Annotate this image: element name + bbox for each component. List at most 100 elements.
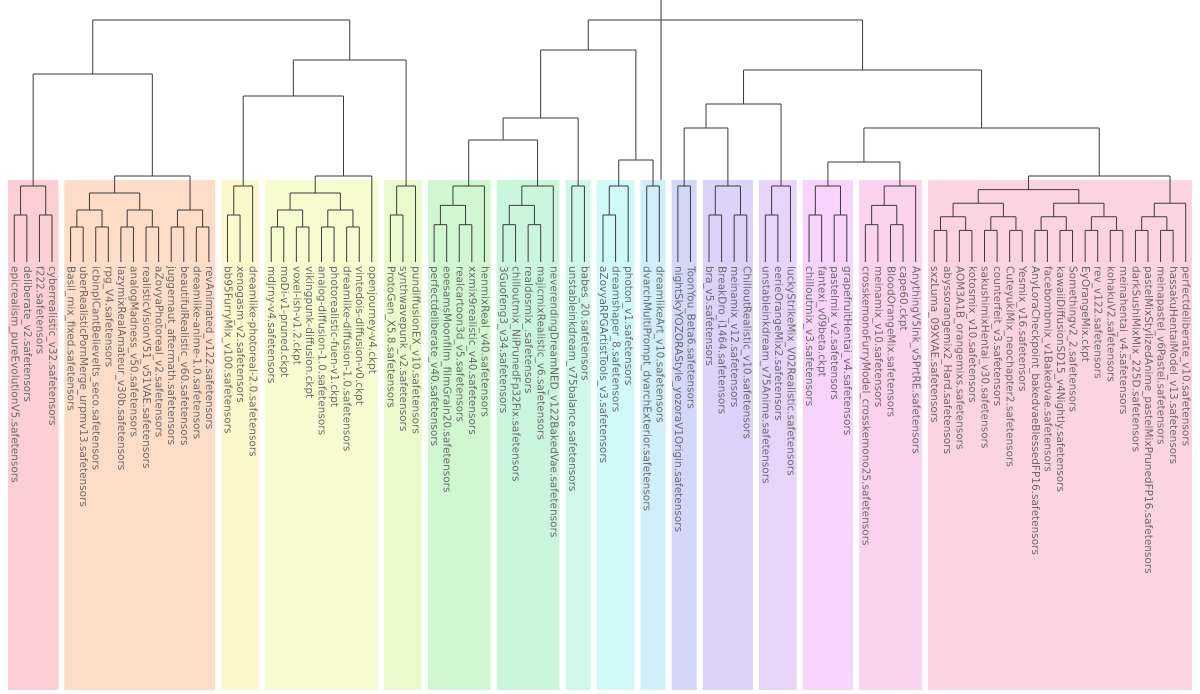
leaf-label: dreamlikeArt_v10.safetensors xyxy=(653,266,665,423)
leaf-label: facebombmix_v1Bakedvae.safetensors xyxy=(1041,266,1053,472)
leaf-label: aZovyaRPGArtistTools_v3.safetensors xyxy=(597,266,609,463)
leaf-label: meinamix_v10.safetensors xyxy=(872,266,884,407)
leaf-label: babes_20.safetensors xyxy=(578,266,590,381)
leaf-label: pastelmix_v2.safetensors xyxy=(828,266,840,400)
leaf-label: counterfeit_v3.safetensors xyxy=(991,266,1003,406)
leaf-label: CuteyukiMix_neochapter2.safetensors xyxy=(1004,266,1016,467)
leaf-label: crosskemonoFurryModel_crosskemono25.safe… xyxy=(859,266,871,545)
leaf-label: xxmix9realistic_v40.safetensors xyxy=(466,266,478,435)
cluster-band xyxy=(496,180,560,690)
leaf-label: luckyStrikeMix_V02Realistic.safetensors xyxy=(784,266,796,476)
leaf-label: BreakDro_i1464.safetensors xyxy=(716,266,728,414)
leaf-label: meinamix_v12.safetensors xyxy=(728,266,740,407)
leaf-label: perfectdeliberate_v10.safetensors xyxy=(1180,266,1192,446)
leaf-label: aZovyaPhotoreal_v2.safetensors xyxy=(153,266,165,437)
leaf-label: abyssorangemix2_Hard.safetensors xyxy=(941,266,953,454)
leaf-label: BloodOrangeMix.safetensors xyxy=(884,266,896,417)
leaf-label: vikingpunk-diffusion.ckpt xyxy=(303,266,315,398)
leaf-label: unstableinkdream_v75Anime.safetensors xyxy=(759,266,771,483)
leaf-label: rev_v122.safetensors xyxy=(1092,266,1104,379)
leaf-label: hassakuHentaiModel_v13.safetensors xyxy=(1167,266,1179,464)
leaf-label: sakushimixHentai_v30.safetensors xyxy=(979,266,991,448)
leaf-label: pastelMixStylizedAnime_pastelMixPrunedFP… xyxy=(1142,266,1154,574)
cluster-band xyxy=(640,180,666,690)
leaf-label: chilloutmix_v3.safetensors xyxy=(803,266,815,406)
cluster-band xyxy=(64,180,216,690)
leaf-label: icbinpICantBelieveIts_seco.safetensors xyxy=(90,266,102,470)
leaf-label: eerieOrangeMix2.safetensors xyxy=(772,266,784,421)
leaf-label: Basil_mix_fixed.safetensors xyxy=(65,266,77,411)
leaf-label: bb95FurryMix_v100.safetensors xyxy=(221,266,233,433)
cluster-band xyxy=(264,180,379,690)
leaf-label: kohakuV2.safetensors xyxy=(1104,266,1116,382)
leaf-label: uberRealisticPornMerge_urpmv13.safetenso… xyxy=(77,266,89,507)
cluster-band xyxy=(384,180,422,690)
leaf-label: lazymixRealAmateur_v30b.safetensors xyxy=(115,266,127,470)
leaf-label: ChilloutRealistic_v10.safetensors xyxy=(741,266,753,439)
leaf-label: kawaiiDiffusionSD15_v4Nightly.safetensor… xyxy=(1054,266,1066,492)
cluster-band xyxy=(221,180,259,690)
cluster-bands xyxy=(8,180,1192,690)
cluster-band xyxy=(759,180,797,690)
leaf-label: juggernaut_aftermath.safetensors xyxy=(165,265,177,445)
leaf-label: 3Guofeng3_v34.safetensors xyxy=(497,266,509,413)
cluster-band xyxy=(702,180,754,690)
leaf-label: darkSushiMixMix_225D.safetensors xyxy=(1129,266,1141,452)
leaf-label: dreamlike-diffusion-1.0.safetensors xyxy=(341,266,353,451)
leaf-label: beautifulRealistic_v60.safetensors xyxy=(178,266,190,445)
leaf-label: f222.safetensors xyxy=(33,266,45,354)
leaf-label: realisticVisionV51_v51VAE.safetensors xyxy=(140,266,152,468)
cluster-band xyxy=(802,180,854,690)
leaf-label: cape60.ckpt xyxy=(897,266,909,331)
leaf-label: perfectdeliberate_v40.safetensors xyxy=(428,266,440,446)
leaf-label: revAnimated_v122.safetensors xyxy=(203,266,215,429)
leaf-label: pundiffusionEX_v10.safetensors xyxy=(410,266,422,434)
leaf-label: chilloutmix_NiPrunedFp32Fix.safetensors xyxy=(510,266,522,481)
leaf-label: analogMadness_v50.safetensors xyxy=(127,266,139,437)
leaf-label: nightSkyYOZORAStyle_yozoraV1Origin.safet… xyxy=(672,266,684,532)
leaf-label: epicrealism_pureEvolutionV5.safetensors xyxy=(8,266,20,483)
cluster-band xyxy=(565,180,591,690)
leaf-label: grapefruitHentai_v4.safetensors xyxy=(841,266,853,435)
leaf-label: openjourney-v4.ckpt xyxy=(366,266,378,374)
leaf-label: photon_v1.safetensors xyxy=(622,266,634,385)
leaf-label: Somethingv2_2.safetensors xyxy=(1067,266,1079,412)
leaf-label: moDi-v1-pruned.ckpt xyxy=(278,266,290,377)
leaf-label: xenogasm_v2.safetensors xyxy=(234,266,246,403)
leaf-label: ToonYou_Beta6.safetensors xyxy=(684,265,696,409)
leaf-label: meinapastel_v6Pastel.safetensors xyxy=(1155,266,1167,444)
leaf-label: EyOrangeMix.ckpt xyxy=(1079,266,1091,362)
leaf-label: ProtoGen_X5.8.safetensors xyxy=(384,266,396,408)
leaf-label: dreamlike-anime-1.0.safetensors xyxy=(190,266,202,439)
leaf-label: AnyLoraCheckpoint_bakedvaeBlessedFP16.sa… xyxy=(1029,266,1041,555)
leaf-label: unstableinkdream_v75balance.safetensors xyxy=(566,266,578,491)
leaf-label: realdosmix_.safetensors xyxy=(522,266,534,393)
cluster-band xyxy=(927,180,1192,690)
leaf-label: AOM3A1B_orangemixs.safetensors xyxy=(953,266,965,449)
leaf-label: mdjrny-v4.safetensors xyxy=(265,266,277,383)
leaf-label: eoesamsMoonfilm_filmGrain20.safetensors xyxy=(441,266,453,492)
leaf-label: dreamshaper_8.safetensors xyxy=(610,266,622,412)
cluster-band xyxy=(596,180,635,690)
leaf-label: realcartoon3d_v5.safetensors xyxy=(453,266,465,422)
leaf-label: Yesmix_v16.safetensors xyxy=(1016,265,1028,391)
leaf-label: analog-diffusion-1.0.safetensors xyxy=(316,266,328,435)
leaf-label: dreamlike-photoreal-2.0.safetensors xyxy=(247,266,259,457)
leaf-label: cyberrealistic_v32.safetensors xyxy=(46,266,58,425)
cluster-band xyxy=(8,180,59,690)
leaf-label: voxel-ish-v1.2.ckpt xyxy=(290,266,302,365)
leaf-label: synthwavepunk_v2.safetensors xyxy=(397,266,409,431)
cluster-band xyxy=(859,180,922,690)
leaf-label: vintedois-diffusion-v0.ckpt xyxy=(353,266,365,405)
leaf-label: dvarchMultiPrompt_dvarchExterior.safeten… xyxy=(641,266,653,511)
leaf-label: photorealistic-fuen-v1.ckpt xyxy=(328,266,340,407)
leaf-label: AnythingV5Ink_v5PrtRE.safetensors xyxy=(910,266,922,454)
dendrogram-links xyxy=(13,0,1187,262)
leaf-label: henmixReal_v40.safetensors xyxy=(478,266,490,417)
cluster-band xyxy=(671,180,697,690)
leaf-label: neverendingDreamNED_v122BakedVae.safeten… xyxy=(547,266,559,537)
leaf-label: deliberate_v2.safetensors xyxy=(21,266,33,402)
leaf-label: fantexi_v09beta.ckpt xyxy=(816,266,828,377)
leaf-label: rpg_V4.safetensors xyxy=(102,266,114,367)
